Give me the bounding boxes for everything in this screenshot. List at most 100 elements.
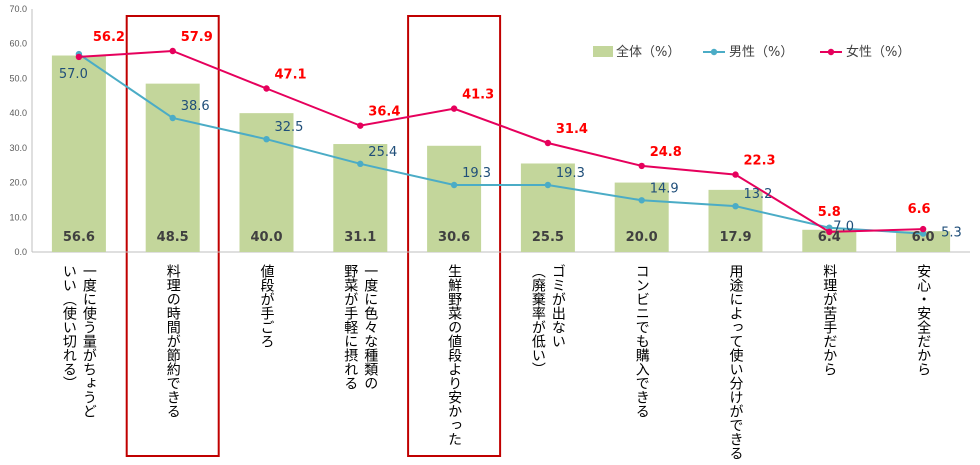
male-value-label: 5.3 [941,226,962,241]
bar-value-label: 40.0 [250,230,282,245]
female-point [919,225,927,233]
bar-value-label: 6.4 [818,230,841,245]
female-value-label: 47.1 [275,67,307,82]
female-value-label: 41.3 [462,88,494,103]
category-label-line: 一度に使う量がちょうど [81,264,97,418]
category-label-line: コンビニでも購入できる [634,264,650,418]
category-label-line: 値段が手ごろ [259,264,275,348]
female-point [263,85,270,92]
bar [614,182,669,252]
female-point [75,53,83,61]
bar-value-label: 31.1 [344,230,376,245]
bar [802,229,857,252]
male-point [919,230,927,237]
series-lines [75,47,927,237]
category-label-line: 一度に色々な種類の [362,264,378,390]
female-value-label: 6.6 [908,202,931,217]
male-value-label: 57.0 [59,67,88,82]
category-label: コンビニでも購入できる [634,264,650,418]
y-tick-label: 70.0 [9,4,27,14]
highlight-box [407,15,502,457]
legend-marker [827,48,835,56]
bar-value-label: 6.0 [912,230,935,245]
legend-item: 男性（%） [703,45,793,60]
female-value-label: 24.8 [650,145,682,160]
female-point [826,228,833,236]
y-tick-label: 50.0 [9,73,27,83]
female-point [544,139,552,147]
bar [896,231,951,252]
male-value-label: 14.9 [650,181,679,196]
category-label: ゴミが出ない（廃棄率が低い） [530,264,566,376]
female-value-label: 5.8 [818,205,841,220]
category-label-line: 安心・安全だから [915,264,931,376]
category-label: 安心・安全だから [915,264,931,376]
male-point [357,160,364,168]
female-value-label: 31.4 [556,122,588,137]
male-value-label: 38.6 [181,99,210,114]
data-labels: 56.6 48.5 40.0 31.1 30.6 25.5 20.0 17.9 6.4 6.0 57… [59,30,962,245]
male-value-label: 19.3 [556,166,585,181]
category-label: 用途によって使い分けができる [728,264,744,460]
bar-value-label: 56.6 [63,230,95,245]
female-line [78,49,924,233]
category-label: 値段が手ごろ [259,264,275,348]
y-tick-label: 40.0 [9,108,27,118]
male-point [450,181,458,189]
category-label-line: 生鮮野菜の値段より安かった [446,264,462,446]
category-label: 料理の時間が節約できる [165,264,181,418]
female-point [450,105,458,112]
y-tick-label: 20.0 [9,178,27,188]
bar-value-label: 30.6 [438,230,470,245]
category-label: 料理が苦手だから [821,264,837,376]
male-point [544,181,552,189]
legend-label: 女性（%） [846,44,910,60]
female-point [169,47,176,55]
female-value-label: 36.4 [368,105,400,120]
male-value-label: 19.3 [462,166,491,181]
category-label-line: （廃棄率が低い） [530,264,546,376]
bar-value-label: 20.0 [626,230,658,245]
category-label-line: いい（使い切れる） [61,264,77,390]
legend: 全体（%） 男性（%） 女性（%） [593,44,910,60]
category-label: 生鮮野菜の値段より安かった [446,264,462,446]
category-label-line: 料理の時間が節約できる [165,264,181,418]
bar-value-label: 17.9 [719,230,751,245]
highlight-boxes [125,15,502,457]
category-label-line: 用途によって使い分けができる [728,264,744,460]
male-value-label: 32.5 [275,120,304,135]
highlight-box [125,15,220,457]
male-value-label: 13.2 [744,187,773,202]
bar [427,145,482,252]
male-point [169,114,176,122]
male-point [732,202,739,210]
legend-marker [710,48,718,56]
female-point [732,171,739,178]
y-tick-label: 60.0 [9,39,27,49]
bar-value-label: 25.5 [532,230,564,245]
female-point [357,122,364,129]
bar [145,83,200,252]
bar [51,55,106,252]
bar-value-label: 48.5 [157,230,189,245]
male-value-label: 7.0 [833,220,854,235]
male-value-label: 25.4 [368,145,397,160]
legend-swatch [593,46,613,57]
female-value-label: 56.2 [93,30,125,45]
female-point [638,162,645,170]
y-tick-label: 30.0 [9,143,27,153]
category-label-line: 野菜が手軽に摂れる [342,264,358,390]
female-value-label: 57.9 [181,30,213,45]
category-label-line: 料理が苦手だから [821,264,837,376]
y-tick-label: 10.0 [9,212,27,222]
male-point [263,135,270,143]
legend-label: 男性（%） [729,45,793,60]
legend-item: 全体（%） [593,44,680,60]
male-line [78,53,924,235]
legend-label: 全体（%） [616,44,680,60]
male-point [638,197,645,204]
